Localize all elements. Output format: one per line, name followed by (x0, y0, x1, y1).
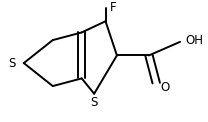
Text: OH: OH (185, 34, 203, 47)
Text: O: O (160, 81, 170, 94)
Text: S: S (9, 57, 16, 70)
Text: S: S (90, 96, 98, 109)
Text: F: F (110, 1, 116, 14)
